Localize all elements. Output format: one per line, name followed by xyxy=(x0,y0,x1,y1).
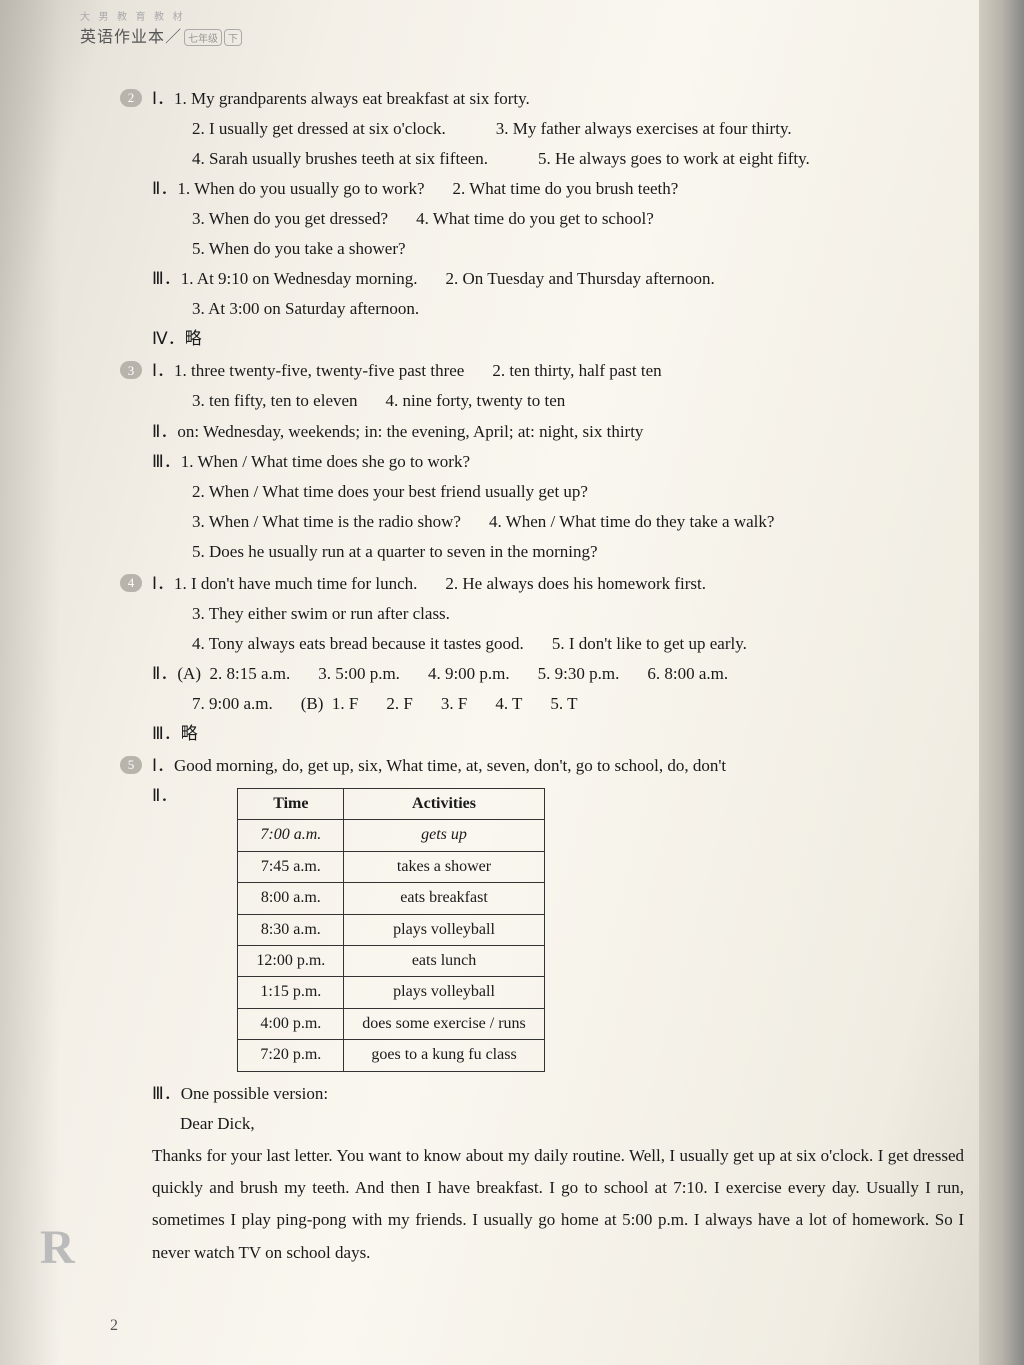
text: Tony always eats bread because it tastes… xyxy=(209,634,524,653)
text: What time do you brush teeth? xyxy=(469,179,678,198)
book-title: 英语作业本／ xyxy=(80,29,182,46)
book-spine xyxy=(979,0,1024,1365)
text: 9:30 p.m. xyxy=(555,664,620,683)
text: At 3:00 on Saturday afternoon. xyxy=(208,299,419,318)
text: F xyxy=(349,694,358,713)
table-row: 7:00 a.m.gets up xyxy=(238,820,544,851)
table-header-row: Time Activities xyxy=(238,789,544,820)
grade-a: 七年级 xyxy=(184,29,222,46)
section-4: 4 Ⅰ．1. I don't have much time for lunch.… xyxy=(120,570,964,750)
table-row: 7:20 p.m.goes to a kung fu class xyxy=(238,1040,544,1071)
text: 5:00 p.m. xyxy=(335,664,400,683)
badge-3: 3 xyxy=(120,361,142,379)
text: 略 xyxy=(185,329,202,348)
text: When / What time do they take a walk? xyxy=(506,512,775,531)
table-row: 8:00 a.m.eats breakfast xyxy=(238,883,544,914)
table-row: 1:15 p.m.plays volleyball xyxy=(238,977,544,1008)
text: He always goes to work at eight fifty. xyxy=(555,149,810,168)
text: ten fifty, ten to eleven xyxy=(209,391,358,410)
text: 8:15 a.m. xyxy=(226,664,290,683)
text: When / What time is the radio show? xyxy=(209,512,461,531)
logo-r: R xyxy=(40,1220,75,1275)
text: three twenty-five, twenty-five past thre… xyxy=(191,361,464,380)
text: T xyxy=(567,694,577,713)
col-time: Time xyxy=(238,789,344,820)
text: Does he usually run at a quarter to seve… xyxy=(209,542,598,561)
badge-2: 2 xyxy=(120,89,142,107)
text: 9:00 a.m. xyxy=(209,694,273,713)
text: I usually get dressed at six o'clock. xyxy=(209,119,446,138)
text: When do you take a shower? xyxy=(209,239,406,258)
text: F xyxy=(458,694,467,713)
text: When do you usually go to work? xyxy=(194,179,424,198)
badge-5: 5 xyxy=(120,756,142,774)
text: They either swim or run after class. xyxy=(209,604,450,623)
text: One possible version: xyxy=(181,1084,328,1103)
text: nine forty, twenty to ten xyxy=(403,391,566,410)
text: ten thirty, half past ten xyxy=(509,361,661,380)
text: I don't like to get up early. xyxy=(569,634,747,653)
section-5: 5 Ⅰ．Good morning, do, get up, six, What … xyxy=(120,752,964,1271)
col-activities: Activities xyxy=(344,789,545,820)
text: Sarah usually brushes teeth at six fifte… xyxy=(209,149,488,168)
badge-4: 4 xyxy=(120,574,142,592)
text: My father always exercises at four thirt… xyxy=(513,119,792,138)
text: I don't have much time for lunch. xyxy=(191,574,417,593)
text: At 9:10 on Wednesday morning. xyxy=(197,269,418,288)
section-2: 2 Ⅰ．1. My grandparents always eat breakf… xyxy=(120,85,964,355)
text: He always does his homework first. xyxy=(462,574,706,593)
text: When / What time does your best friend u… xyxy=(209,482,588,501)
text: When do you get dressed? xyxy=(209,209,388,228)
table-row: 8:30 a.m.plays volleyball xyxy=(238,914,544,945)
text: My grandparents always eat breakfast at … xyxy=(191,89,530,108)
text: 9:00 p.m. xyxy=(445,664,510,683)
text: 8:00 a.m. xyxy=(664,664,728,683)
page-header: 大 男 教 育 教 材 英语作业本／七年级下 xyxy=(80,8,242,47)
table-row: 12:00 p.m.eats lunch xyxy=(238,946,544,977)
publisher-line: 大 男 教 育 教 材 xyxy=(80,8,242,23)
section-3: 3 Ⅰ．1. three twenty-five, twenty-five pa… xyxy=(120,357,964,567)
page-left-shadow xyxy=(0,0,60,1365)
letter-salutation: Dear Dick, xyxy=(152,1110,964,1138)
table-row: 7:45 a.m.takes a shower xyxy=(238,851,544,882)
letter-body: Thanks for your last letter. You want to… xyxy=(152,1140,964,1269)
grade-b: 下 xyxy=(224,29,242,46)
text: On Tuesday and Thursday afternoon. xyxy=(463,269,715,288)
schedule-table: Time Activities 7:00 a.m.gets up 7:45 a.… xyxy=(237,788,544,1072)
text: Good morning, do, get up, six, What time… xyxy=(174,756,726,775)
text: F xyxy=(403,694,412,713)
text: When / What time does she go to work? xyxy=(197,452,470,471)
text: T xyxy=(512,694,522,713)
table-row: 4:00 p.m.does some exercise / runs xyxy=(238,1008,544,1039)
text: What time do you get to school? xyxy=(433,209,654,228)
page-number: 2 xyxy=(110,1317,118,1335)
text: on: Wednesday, weekends; in: the evening… xyxy=(177,422,643,441)
text: 略 xyxy=(181,724,198,743)
answer-content: 2 Ⅰ．1. My grandparents always eat breakf… xyxy=(120,85,964,1273)
